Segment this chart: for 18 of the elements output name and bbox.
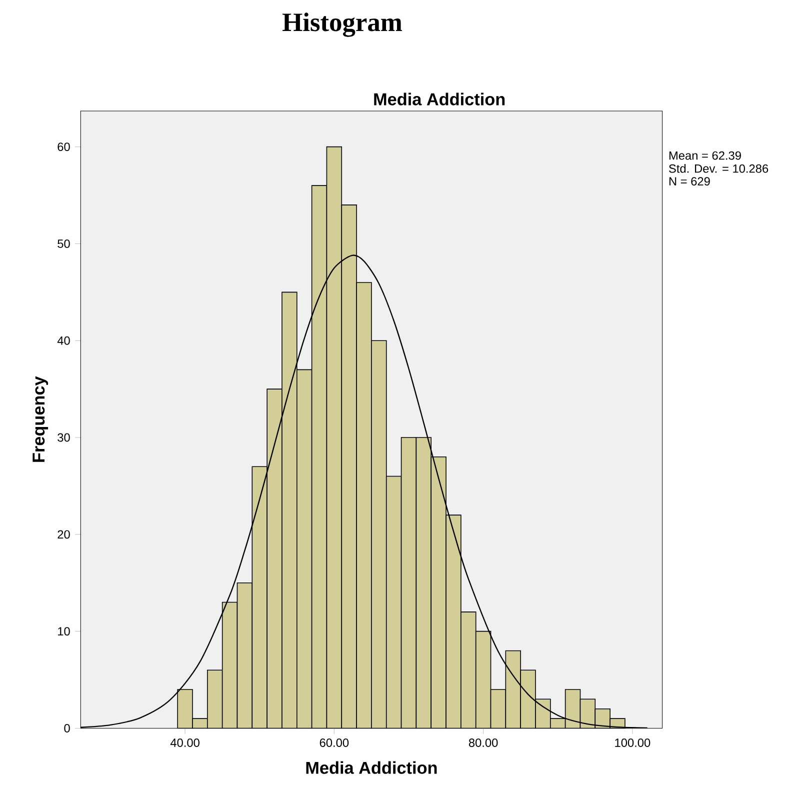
y-tick-label: 30	[58, 433, 70, 442]
y-tick-label: 10	[58, 627, 70, 636]
x-tick-label: 80.00	[468, 738, 498, 748]
y-axis-title: Frequency	[32, 376, 48, 462]
chart-subtitle: Media Addiction	[374, 92, 505, 106]
text: N = 629	[669, 177, 710, 186]
x-tick-label: 60.00	[320, 738, 349, 748]
y-tick-label: 60	[58, 142, 70, 152]
x-tick-label: 100.00	[615, 738, 650, 748]
y-tick-label: 50	[58, 240, 70, 248]
y-tick-label: 40	[57, 336, 70, 345]
x-axis-title: Media Addiction	[306, 761, 437, 774]
text: Std. Dev. = 10.286	[669, 164, 768, 173]
y-tick-label: 0	[64, 724, 70, 733]
chart-title: Histogram	[282, 12, 402, 37]
x-tick-label: 40.00	[170, 738, 200, 748]
y-tick-label: 20	[58, 530, 70, 539]
text: Mean = 62.39	[669, 151, 741, 160]
